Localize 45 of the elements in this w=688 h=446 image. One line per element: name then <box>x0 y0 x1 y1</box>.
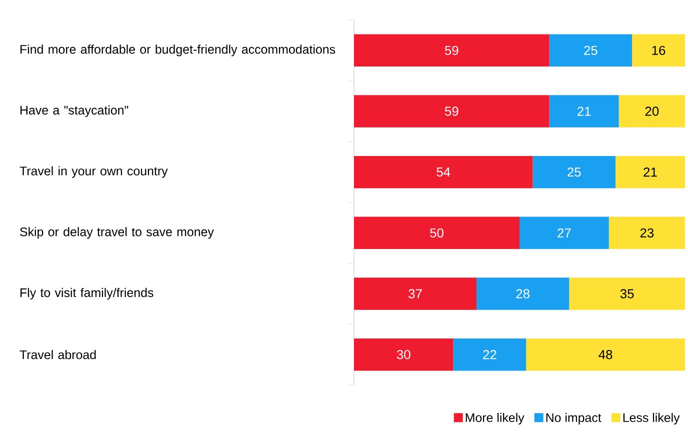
bar <box>618 95 686 128</box>
legend-label: Less likely <box>623 412 680 424</box>
bar <box>354 278 476 310</box>
bar <box>354 216 520 250</box>
bar <box>608 216 686 250</box>
bar <box>354 34 550 67</box>
y-tick-label: Fly to visit family/friends <box>20 288 154 300</box>
y-tick-label: Travel in your own country <box>20 166 168 178</box>
data-label: 23 <box>640 228 654 238</box>
y-tick-label: Find more affordable or budget-friendly accommodations <box>20 44 336 56</box>
bar <box>532 156 616 188</box>
y-tick-label: Skip or delay travel to save money <box>20 227 214 239</box>
data-label: 27 <box>558 228 571 238</box>
bar <box>453 338 526 371</box>
data-label: 48 <box>598 350 612 360</box>
legend-label: No impact <box>546 412 602 424</box>
data-label: 37 <box>408 289 422 298</box>
bar <box>632 34 686 67</box>
bar <box>549 95 619 128</box>
data-label: 50 <box>430 228 444 238</box>
bar <box>354 338 454 371</box>
bar <box>549 34 632 67</box>
y-tick-label: Have a "staycation" <box>20 105 128 118</box>
data-label: 20 <box>645 106 659 116</box>
data-label: 59 <box>444 106 458 116</box>
data-label: 16 <box>652 46 666 55</box>
bar <box>569 278 686 310</box>
data-label: 25 <box>584 46 598 55</box>
bar <box>615 156 686 188</box>
data-label: 21 <box>644 168 657 177</box>
bar <box>476 278 570 310</box>
data-label: 35 <box>620 289 634 298</box>
data-label: 22 <box>483 350 496 360</box>
y-tick-label: Travel abroad <box>20 350 96 360</box>
bar <box>354 95 550 128</box>
bar <box>526 338 686 371</box>
data-label: 21 <box>578 106 591 116</box>
data-label: 30 <box>396 350 410 360</box>
data-label: 28 <box>516 289 530 298</box>
bar <box>354 156 533 188</box>
data-label: 54 <box>436 168 450 177</box>
legend-label: More likely <box>466 412 524 424</box>
bar <box>520 216 609 250</box>
data-label: 59 <box>444 46 458 55</box>
data-label: 25 <box>568 167 581 177</box>
